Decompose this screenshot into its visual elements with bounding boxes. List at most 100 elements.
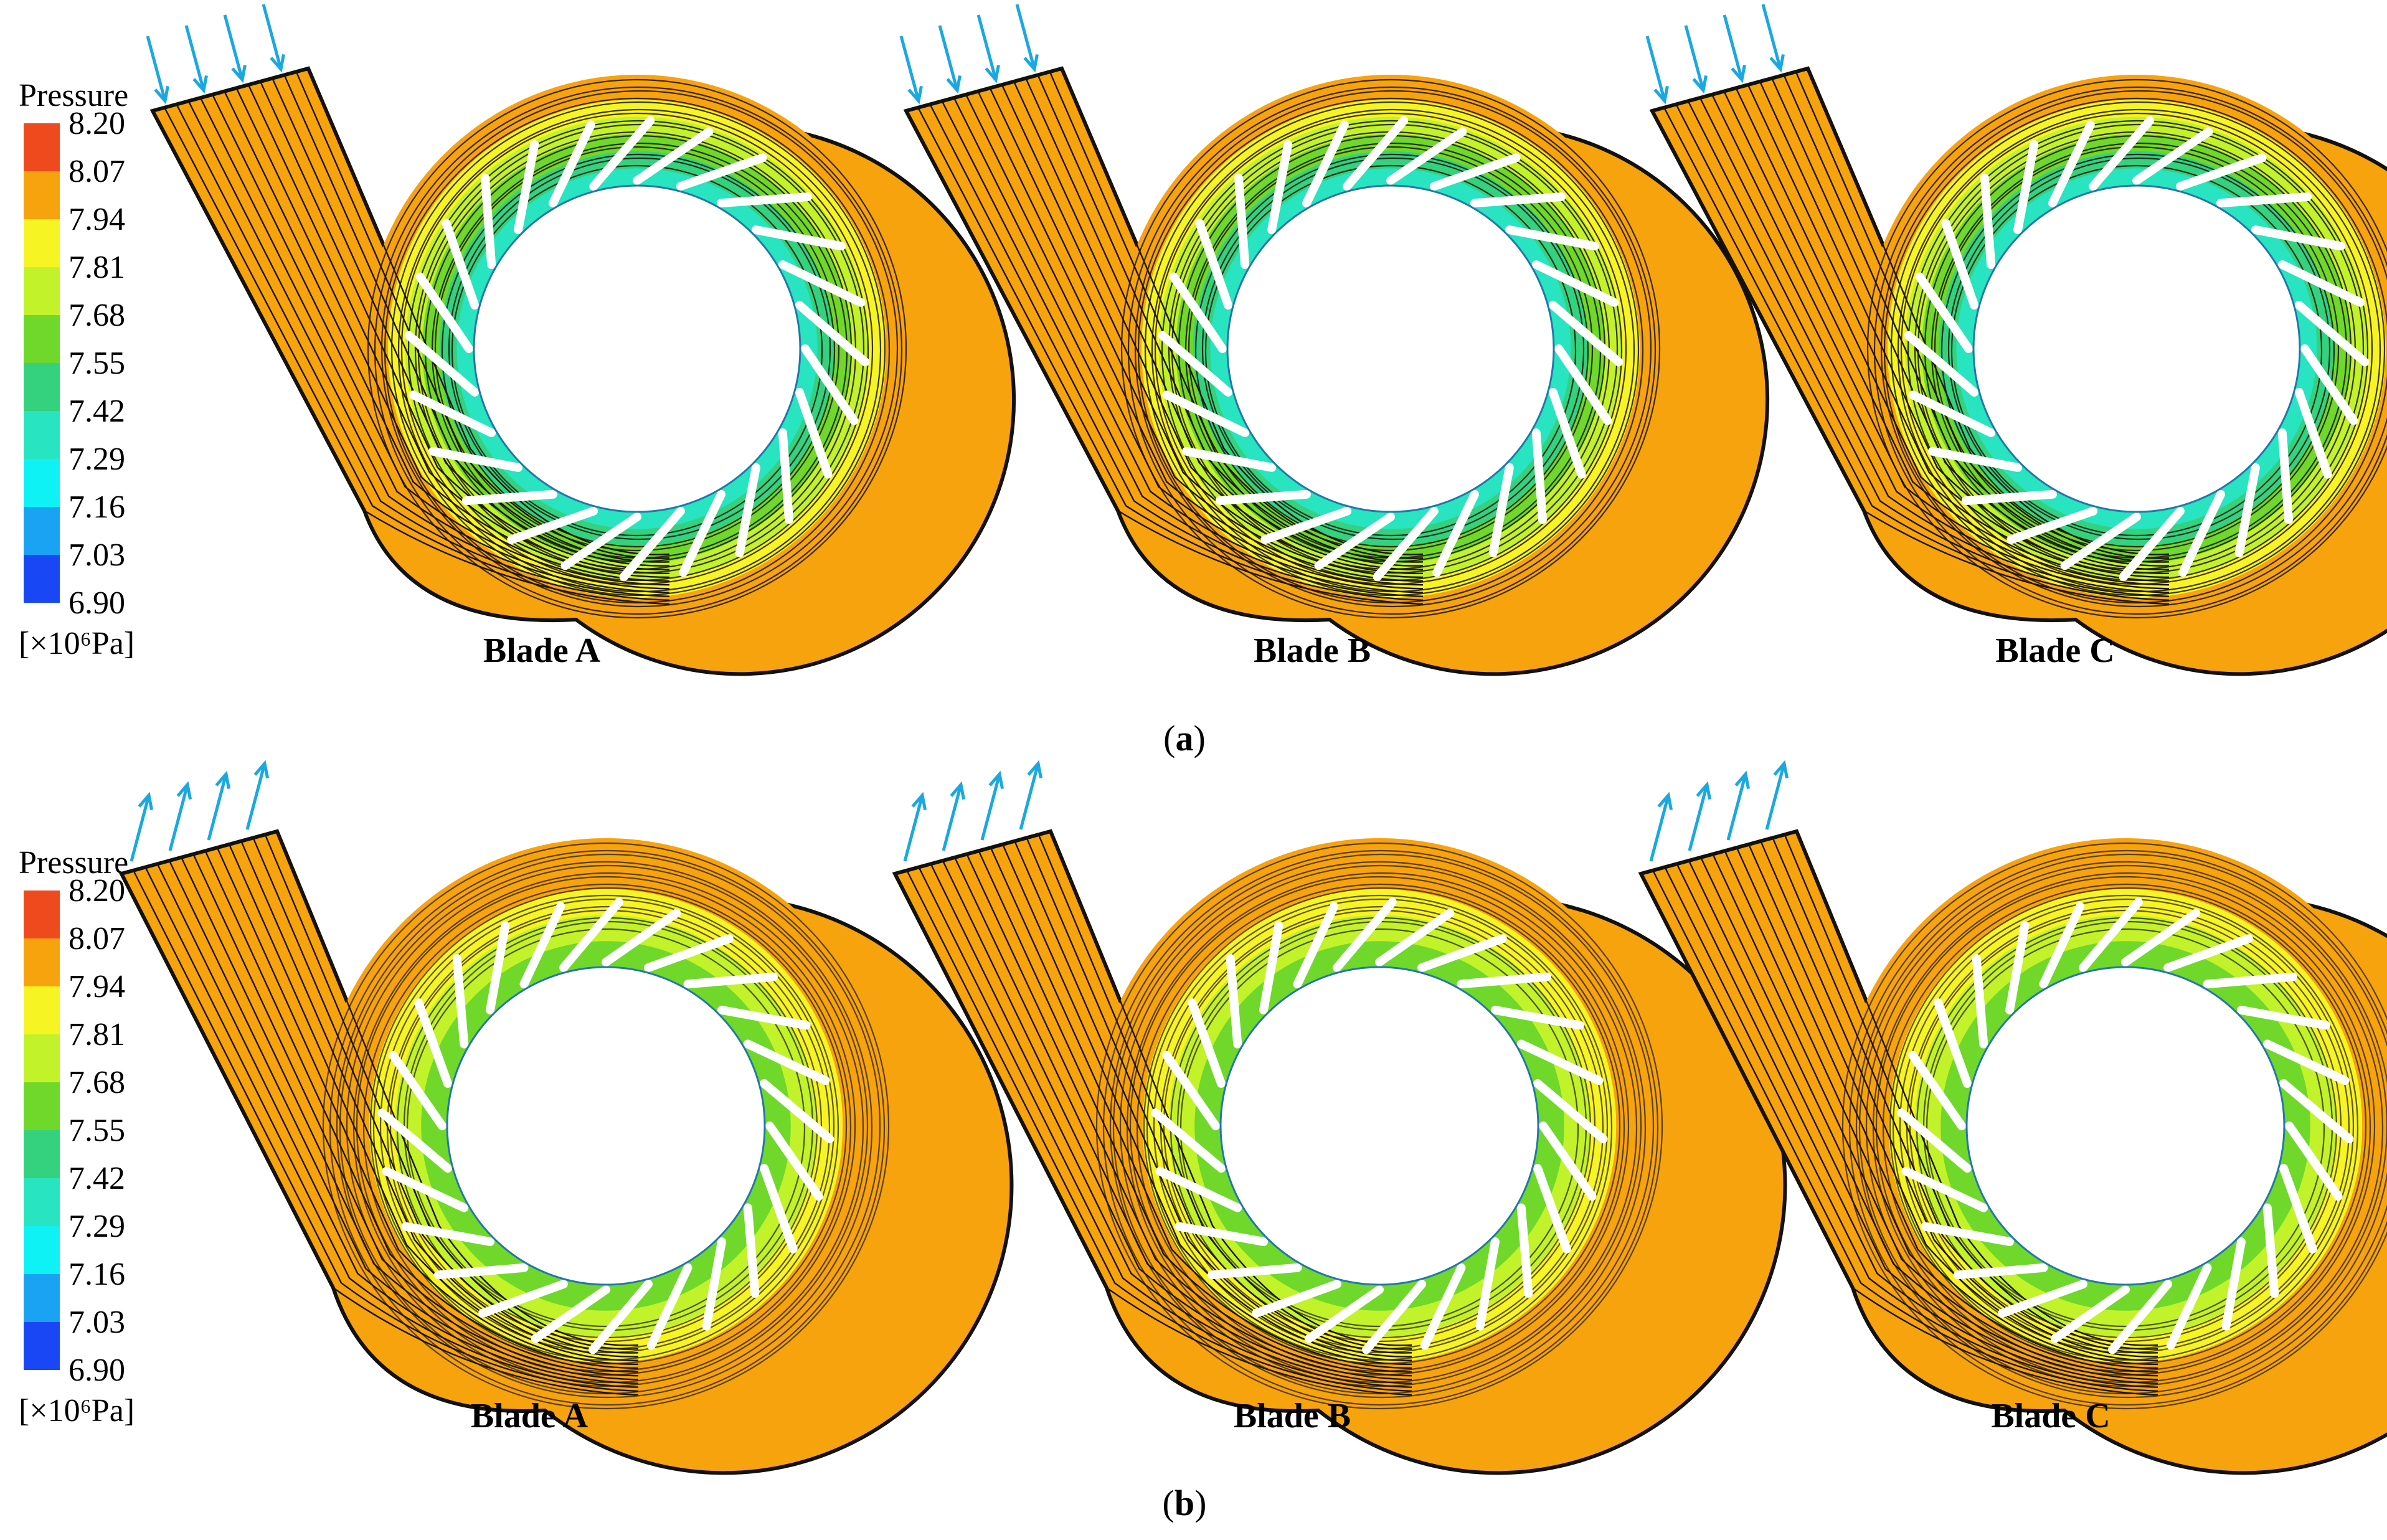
- streamline: [367, 78, 907, 619]
- streamline: [1909, 909, 2342, 1343]
- impeller-blade: [1267, 140, 1293, 235]
- streamline: [176, 103, 670, 597]
- inflow-arrow: [1761, 4, 1785, 73]
- streamline: [276, 831, 639, 1346]
- impeller-blade: [2119, 506, 2185, 582]
- legend-color-bin: [24, 315, 60, 363]
- impeller-blade: [1548, 387, 1586, 479]
- impeller-blade: [1151, 1108, 1226, 1173]
- legend-unit: [×10⁶Pa]: [19, 626, 135, 661]
- impeller-blade: [377, 1108, 452, 1173]
- outflow-arrow: [1765, 760, 1789, 830]
- inflow-arrow: [223, 14, 247, 83]
- impeller-blade: [434, 1263, 529, 1280]
- impeller-blade: [646, 1263, 692, 1350]
- streamline: [1663, 107, 2170, 602]
- impeller-blade: [1516, 1039, 1604, 1085]
- streamline: [1881, 90, 2387, 607]
- streamline: [1134, 90, 1652, 608]
- streamline: [1194, 153, 1589, 548]
- streamline: [339, 861, 873, 1395]
- streamline: [1146, 894, 1613, 1361]
- outflow-arrow: [942, 781, 966, 851]
- blade-label-a: Blade A: [483, 631, 601, 670]
- impeller-blade: [2132, 127, 2213, 185]
- outflow-arrow: [168, 781, 192, 851]
- impeller-blade: [717, 192, 813, 208]
- streamline: [1700, 857, 2158, 1377]
- streamline: [953, 97, 1424, 590]
- legend-color-bin: [24, 890, 60, 938]
- outflow-arrow: [1688, 781, 1712, 851]
- legend-title: Pressure: [19, 78, 128, 113]
- impeller-blade: [2285, 1122, 2343, 1201]
- legend-tick-label: 7.94: [69, 969, 125, 1004]
- legend-tick-label: 7.42: [69, 394, 125, 429]
- impeller-blade: [478, 1280, 568, 1318]
- impeller-blade: [2300, 344, 2358, 425]
- impeller-blade: [1475, 1237, 1500, 1331]
- inflow-arrow: [262, 4, 285, 73]
- impeller-blade: [2013, 140, 2039, 235]
- blade-label-c: Blade C: [1995, 631, 2114, 670]
- streamline: [224, 91, 670, 582]
- legend-tick-label: 7.55: [69, 346, 125, 381]
- impeller-blade: [743, 1203, 760, 1298]
- impeller-blade: [1304, 1285, 1384, 1343]
- streamline: [1153, 898, 1609, 1354]
- impeller-blade: [778, 428, 793, 524]
- streamline: [451, 164, 823, 537]
- legend-tick-label: 8.07: [69, 154, 125, 189]
- impeller-blade: [735, 463, 760, 557]
- streamline: [1163, 909, 1596, 1343]
- impeller-blade: [507, 506, 598, 544]
- streamline: [1926, 928, 2325, 1328]
- impeller-blade: [415, 272, 473, 353]
- legend-color-bin: [24, 507, 60, 555]
- impeller-blade: [676, 153, 767, 191]
- impeller-blade: [549, 120, 595, 208]
- outflow-arrow: [1019, 760, 1043, 830]
- streamline: [400, 112, 874, 585]
- streamline: [1899, 898, 2355, 1354]
- legend-tick-label: 7.68: [69, 298, 125, 333]
- legend-color-bin: [24, 1034, 60, 1082]
- impeller-blade: [2279, 1079, 2354, 1143]
- volute-blade-a-inflow: [146, 4, 1016, 676]
- legend-color-bin: [24, 1274, 60, 1322]
- legend-color-bin: [24, 123, 60, 171]
- inflow-arrow: [938, 25, 962, 94]
- streamline: [1676, 863, 2158, 1384]
- legend-tick-label: 6.90: [69, 585, 125, 621]
- streamline: [1882, 883, 2371, 1372]
- impeller-blade: [1314, 513, 1395, 570]
- impeller-blade: [1302, 120, 1349, 208]
- impeller-blade: [2203, 972, 2297, 989]
- streamline: [1874, 87, 2387, 615]
- impeller-blade: [1934, 998, 1972, 1088]
- inflow-arrow: [1645, 35, 1669, 105]
- impeller-blade: [409, 390, 496, 437]
- legend-tick-label: 7.03: [69, 537, 125, 573]
- impeller-blade: [428, 446, 523, 472]
- impeller-blade: [1432, 489, 1479, 577]
- impeller-blade: [1516, 1203, 1533, 1298]
- inflow-arrow: [1684, 25, 1708, 94]
- legend-color-bin: [24, 938, 60, 986]
- panel-a: Blade A Blade B Blade C (a): [146, 4, 2387, 758]
- streamline: [329, 849, 886, 1406]
- streamline: [187, 100, 670, 593]
- impeller-blade: [1293, 902, 1339, 989]
- streamline: [1026, 837, 1412, 1354]
- impeller-blade: [602, 909, 681, 966]
- streamline: [917, 107, 1424, 602]
- volute-blade-b-outflow: [892, 760, 1787, 1475]
- streamline: [1038, 834, 1412, 1350]
- streamline: [144, 867, 639, 1388]
- streamline: [389, 909, 823, 1343]
- impeller-blade: [778, 260, 866, 307]
- legend-tick-label: 7.55: [69, 1113, 125, 1148]
- inflow-arrow: [1723, 14, 1746, 83]
- streamline: [1723, 91, 2170, 582]
